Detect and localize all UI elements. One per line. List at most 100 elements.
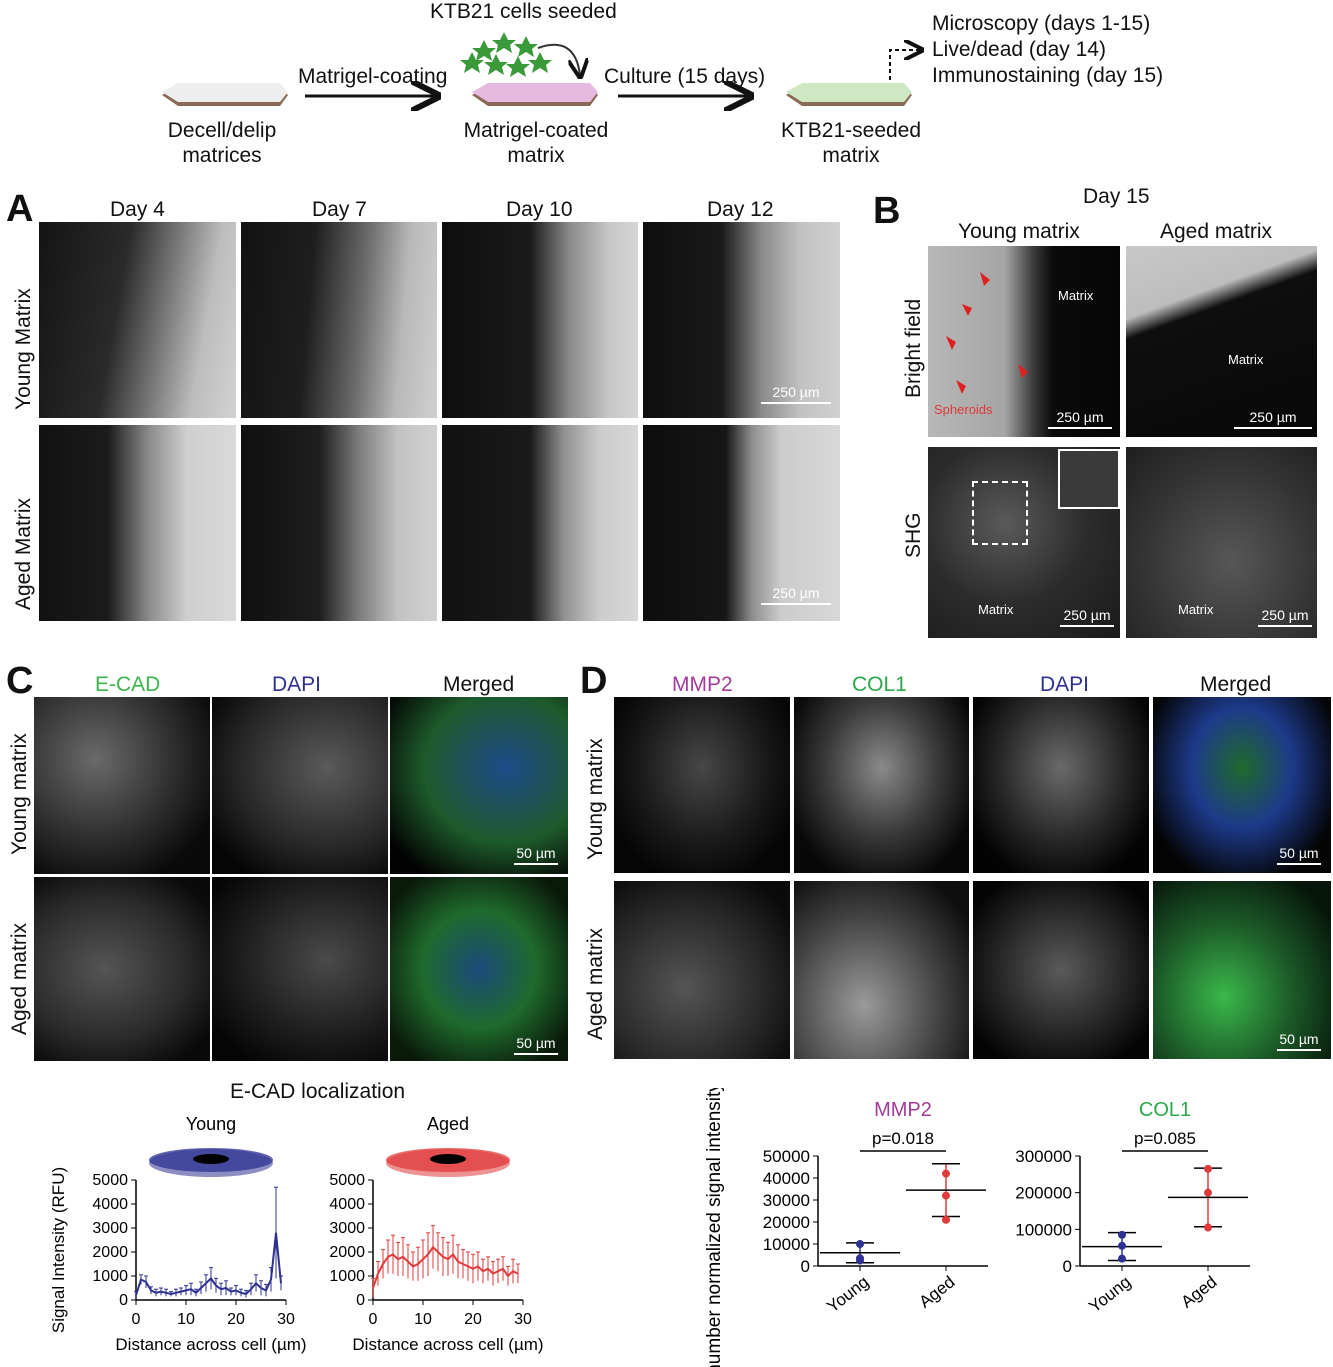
scale-bar-b2: 250 µm — [1234, 409, 1312, 429]
mmp2-young — [614, 697, 790, 873]
panel-a-row-young: Young Matrix — [12, 288, 35, 410]
ecad-chart-title: E-CAD localization — [230, 1080, 406, 1103]
readout-1: Microscopy (days 1-15) — [932, 12, 1151, 35]
scale-bar-b1: 250 µm — [1048, 409, 1112, 429]
scale-bar-b4: 250 µm — [1258, 607, 1312, 627]
panel-b-col-aged: Aged matrix — [1160, 220, 1273, 243]
matrix-label-shg-aged: Matrix — [1178, 602, 1214, 617]
scale-bar-d1: 50 µm — [1277, 845, 1321, 865]
shg-young: Matrix 250 µm — [928, 447, 1120, 638]
dot-y-tick-label-2-0: 0 — [801, 1257, 810, 1276]
series-line-0 — [135, 1232, 282, 1296]
x-tick-label-0-30: 30 — [277, 1311, 295, 1328]
mmp2-aged — [614, 881, 790, 1059]
scale-bar-a-young: 250 µm — [761, 384, 831, 404]
panel-a-day4: Day 4 — [110, 198, 165, 221]
x-tick-label-1-30: 30 — [514, 1311, 532, 1328]
merged-aged: 50 µm — [390, 877, 568, 1061]
panel-c-col-ecad: E-CAD — [95, 673, 161, 696]
y-tick-label-1-3000: 3000 — [329, 1220, 365, 1237]
data-point-3-1-2 — [1204, 1223, 1212, 1232]
dot-x-label-2-1: Aged — [915, 1272, 958, 1311]
dot-y-tick-label-2-30000: 30000 — [763, 1191, 810, 1210]
x-tick-label-1-10: 10 — [414, 1311, 432, 1328]
chart-subtitle-0: Young — [186, 1114, 236, 1134]
step3-label: KTB21-seeded matrix — [780, 119, 922, 167]
micrograph-aged-day10 — [442, 425, 638, 621]
panel-c-row-aged: Aged matrix — [8, 922, 31, 1035]
dot-x-label-3-1: Aged — [1177, 1272, 1220, 1311]
micrograph-aged-day4 — [39, 425, 236, 621]
p-value-2: p=0.018 — [872, 1129, 934, 1148]
dot-y-tick-label-2-50000: 50000 — [763, 1147, 810, 1166]
y-tick-label-0-3000: 3000 — [92, 1220, 128, 1237]
ecad-young — [34, 697, 210, 874]
dot-y-tick-label-2-20000: 20000 — [763, 1213, 810, 1232]
data-point-2-1-1 — [942, 1191, 950, 1200]
panel-d-row-aged: Aged matrix — [584, 927, 607, 1040]
data-point-3-0-1 — [1118, 1241, 1126, 1250]
data-point-2-1-0 — [942, 1169, 950, 1178]
y-tick-label-1-4000: 4000 — [329, 1196, 365, 1213]
dot-y-tick-label-2-10000: 10000 — [763, 1235, 810, 1254]
scale-bar-a-aged: 250 µm — [761, 585, 831, 605]
data-point-3-1-0 — [1204, 1164, 1212, 1173]
micrograph-young-day4 — [39, 222, 236, 418]
seeded-matrix-illustration — [786, 83, 912, 106]
micrograph-aged-day12: 250 µm — [643, 425, 840, 621]
merged-d-aged: 50 µm — [1153, 881, 1331, 1059]
step1-label: Decell/delip matrices — [167, 119, 277, 167]
panel-d-col-mmp2: MMP2 — [672, 673, 733, 696]
matrigel-matrix-illustration — [472, 83, 598, 106]
dot-y-tick-label-3-300000: 300000 — [1015, 1147, 1072, 1166]
data-point-2-0-2 — [856, 1256, 864, 1265]
arrow2-label: Culture (15 days) — [604, 65, 766, 88]
panel-b-col-young: Young matrix — [958, 220, 1080, 243]
workflow-diagram — [162, 32, 1330, 175]
cells-label: KTB21 cells seeded — [430, 0, 617, 23]
x-tick-label-0-0: 0 — [132, 1311, 141, 1328]
data-point-3-1-1 — [1204, 1188, 1212, 1197]
decell-matrix-illustration — [162, 83, 288, 106]
panel-a-letter: A — [6, 188, 34, 230]
dot-x-label-2-0: Young — [823, 1272, 872, 1316]
micrograph-aged-day7 — [241, 425, 437, 621]
dot-y-label-line: Cell number normalized signal intensity … — [704, 1088, 725, 1367]
spheroid-arrowheads — [946, 272, 1028, 394]
y-tick-label-0-0: 0 — [119, 1292, 128, 1309]
x-tick-label-0-20: 20 — [227, 1311, 245, 1328]
merged-d-young: 50 µm — [1153, 697, 1331, 873]
micrograph-young-day7 — [241, 222, 437, 418]
readout-2: Live/dead (day 14) — [932, 38, 1106, 61]
spheroids-label: Spheroids — [934, 402, 993, 417]
dapi-aged — [212, 877, 388, 1061]
scale-bar-c1: 50 µm — [514, 845, 558, 865]
y-tick-label-0-5000: 5000 — [92, 1172, 128, 1189]
panel-b-title: Day 15 — [1083, 185, 1150, 208]
matrix-label-bf-young: Matrix — [1058, 288, 1094, 303]
data-point-2-1-2 — [942, 1215, 950, 1224]
brightfield-young: Matrix Spheroids 250 µm — [928, 246, 1120, 437]
p-value-3: p=0.085 — [1134, 1129, 1196, 1148]
panel-a-day7: Day 7 — [312, 198, 367, 221]
panel-c-letter: C — [6, 660, 34, 702]
panel-d-row-young: Young matrix — [584, 738, 607, 860]
matrix-label-bf-aged: Matrix — [1228, 352, 1264, 367]
y-tick-label-1-1000: 1000 — [329, 1268, 365, 1285]
brightfield-aged: Matrix 250 µm — [1126, 246, 1317, 437]
seed-arrow — [537, 43, 580, 75]
dapi-young — [212, 697, 388, 874]
data-point-2-0-0 — [856, 1240, 864, 1248]
panel-b-letter: B — [873, 190, 901, 232]
panel-d-col-dapi: DAPI — [1040, 673, 1090, 696]
y-axis-label-0: Signal Intensity (RFU) — [49, 1167, 68, 1333]
panel-d-col-merged: Merged — [1200, 673, 1272, 696]
series-line-1 — [372, 1245, 519, 1289]
data-point-3-0-2 — [1118, 1254, 1126, 1263]
matrix-label-shg-young: Matrix — [978, 602, 1014, 617]
panel-d-letter: D — [580, 660, 608, 702]
dot-y-tick-label-3-100000: 100000 — [1015, 1220, 1072, 1239]
panel-c-col-merged: Merged — [443, 673, 515, 696]
col1-young — [794, 697, 969, 873]
